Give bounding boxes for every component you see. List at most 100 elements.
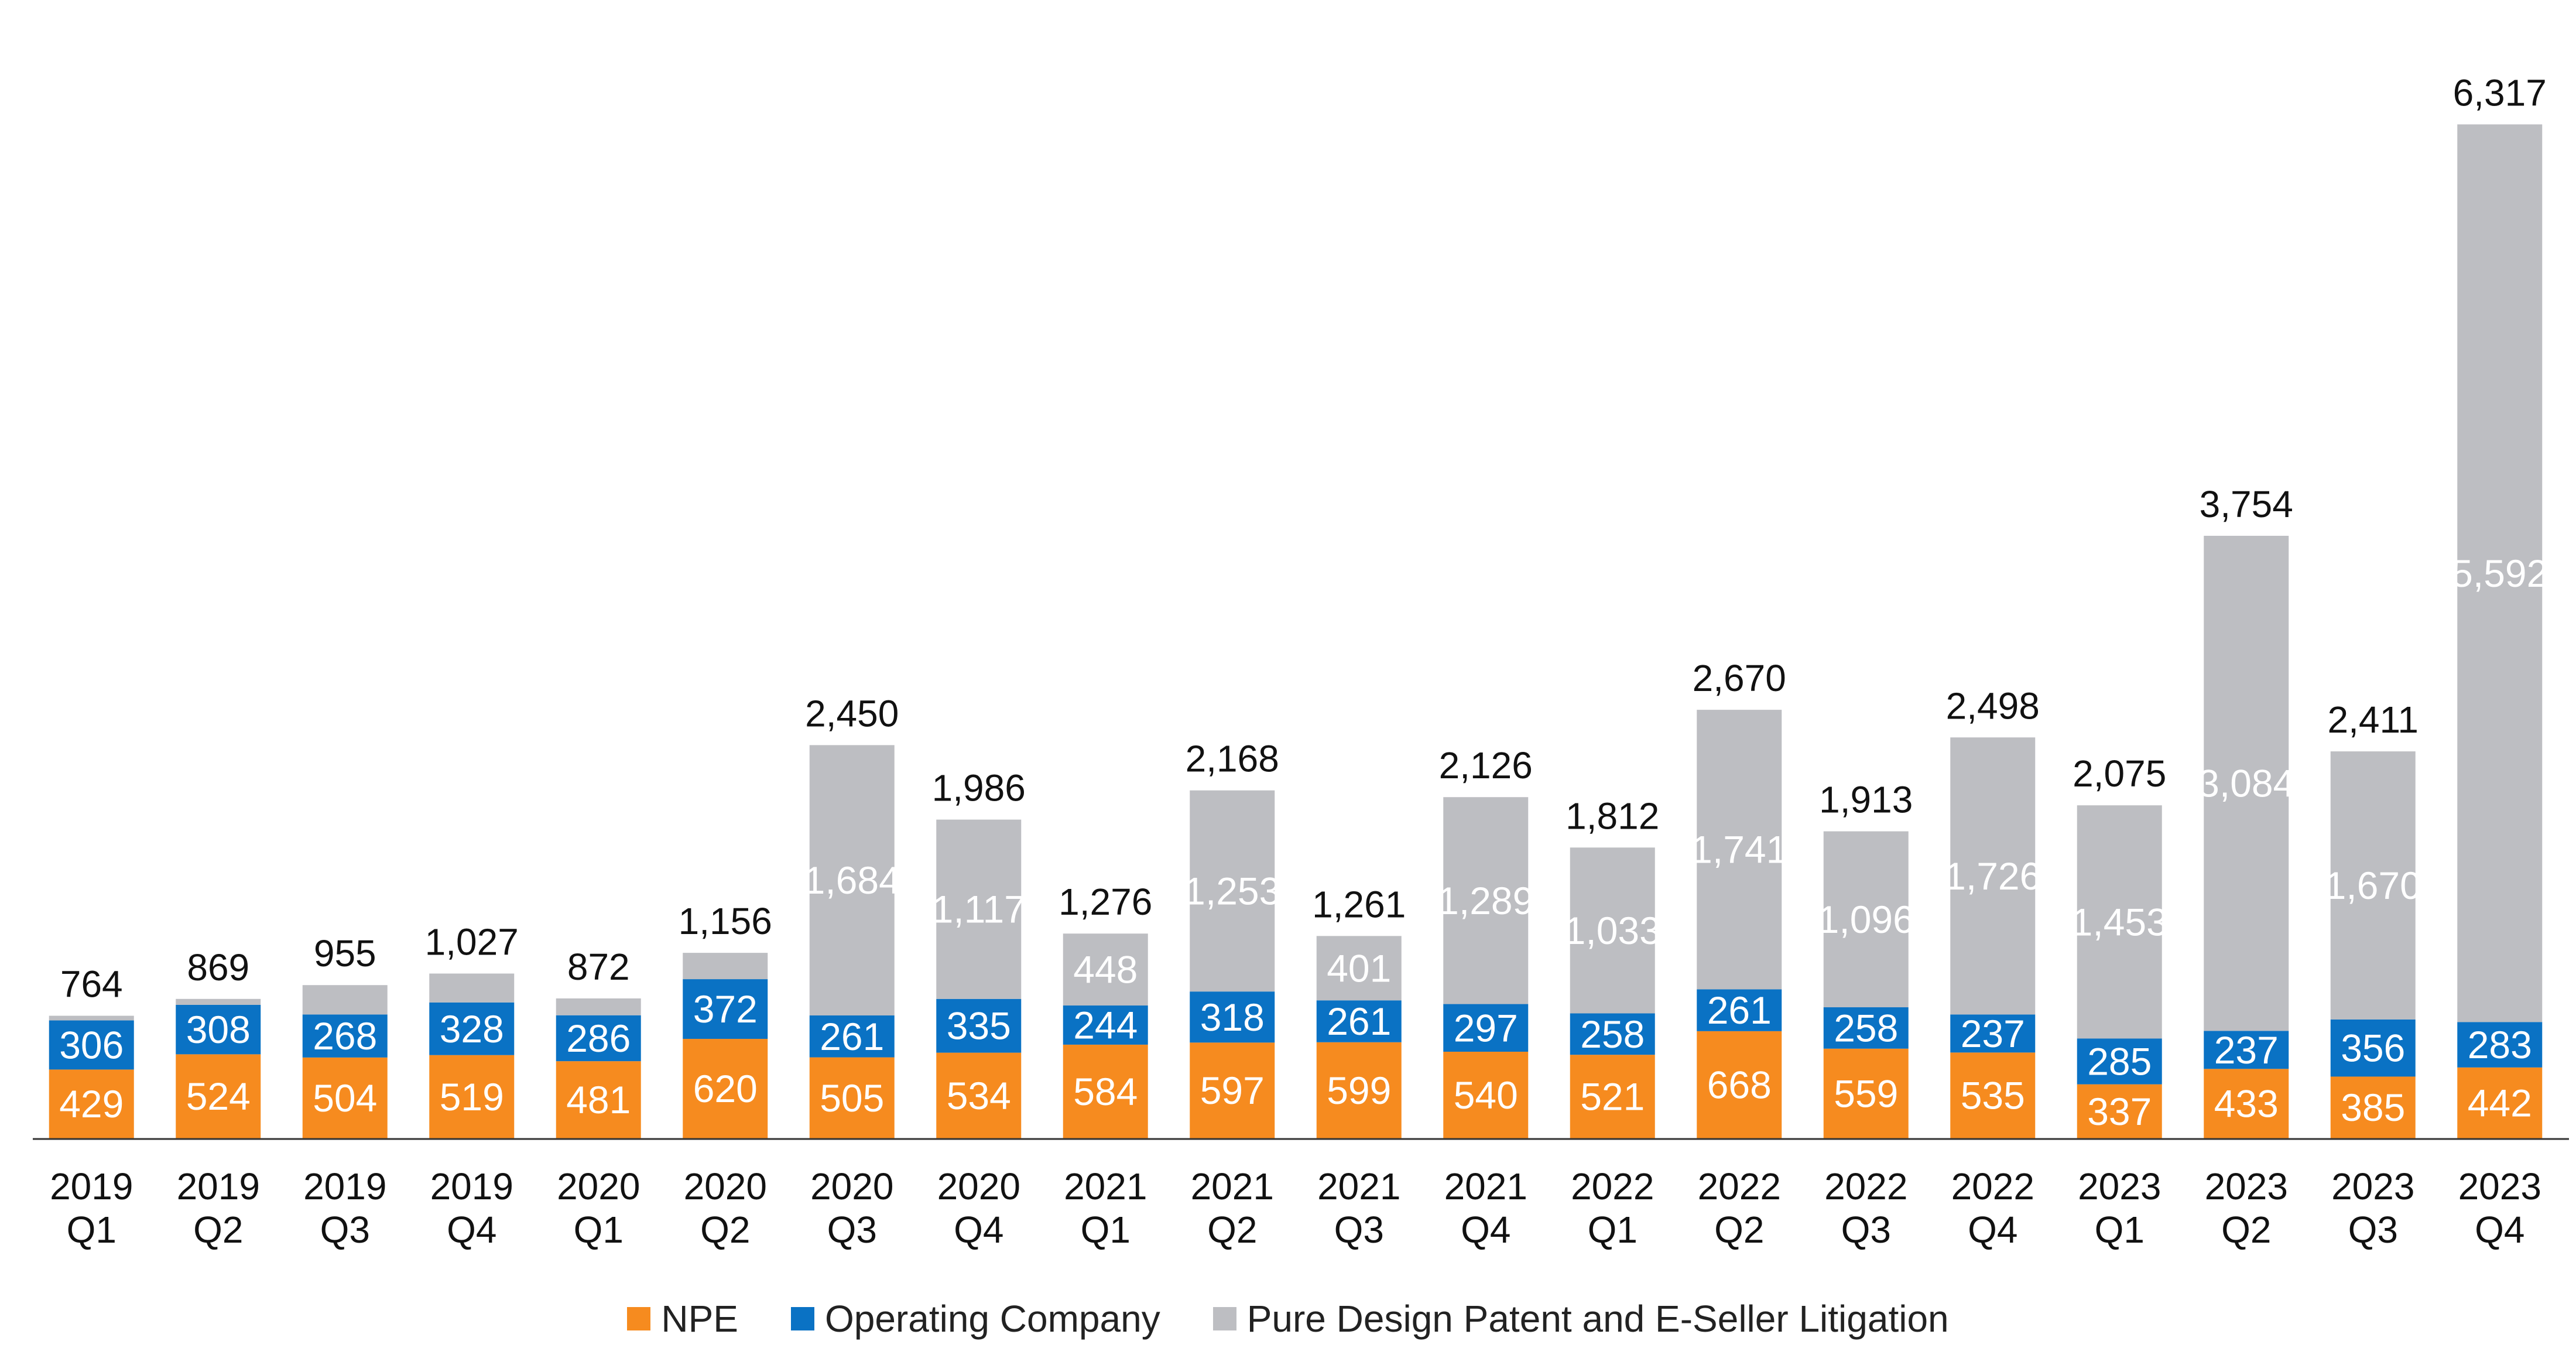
x-tick-quarter: Q1	[2095, 1209, 2145, 1251]
total-value-label: 1,027	[425, 921, 519, 963]
segment-value-label: 261	[820, 1015, 884, 1058]
segment-value-label: 356	[2341, 1027, 2405, 1070]
x-tick-year: 2023	[2078, 1165, 2161, 1208]
segment-value-label: 237	[1961, 1012, 2025, 1055]
total-value-label: 2,450	[805, 692, 899, 734]
segment-value-label: 385	[2341, 1086, 2405, 1129]
segment-value-label: 261	[1327, 1000, 1391, 1043]
segment-value-label: 268	[313, 1014, 377, 1058]
segment-value-label: 1,096	[1818, 898, 1914, 941]
segment-value-label: 534	[947, 1074, 1011, 1117]
x-tick-year: 2022	[1824, 1165, 1907, 1208]
segment-value-label: 521	[1580, 1075, 1645, 1118]
segment-value-label: 505	[820, 1076, 884, 1120]
x-tick-quarter: Q1	[1081, 1209, 1131, 1251]
x-tick-year: 2021	[1191, 1165, 1274, 1208]
x-tick-year: 2021	[1064, 1165, 1147, 1208]
total-value-label: 2,168	[1186, 738, 1279, 780]
segment-value-label: 237	[2214, 1028, 2279, 1072]
segment-value-label: 1,253	[1184, 869, 1280, 912]
bar-segment-pure-design-patent-and-e-seller-litigation	[429, 973, 514, 1002]
x-tick-quarter: Q3	[827, 1209, 877, 1251]
x-tick-year: 2021	[1444, 1165, 1527, 1208]
x-tick-quarter: Q4	[1968, 1209, 2017, 1251]
segment-value-label: 481	[566, 1078, 631, 1121]
segment-value-label: 328	[440, 1007, 504, 1051]
x-tick-quarter: Q1	[67, 1209, 117, 1251]
segment-value-label: 244	[1073, 1003, 1138, 1046]
segment-value-label: 433	[2214, 1082, 2279, 1126]
segment-value-label: 283	[2468, 1023, 2532, 1066]
total-value-label: 1,276	[1059, 881, 1152, 923]
legend-swatch-npe	[627, 1307, 650, 1330]
x-tick-year: 2020	[937, 1165, 1020, 1208]
segment-value-label: 504	[313, 1076, 377, 1120]
segment-value-label: 1,289	[1437, 879, 1534, 922]
x-tick-quarter: Q1	[574, 1209, 624, 1251]
total-value-label: 1,986	[932, 767, 1026, 809]
legend-item-npe: NPE	[627, 1297, 738, 1340]
segment-value-label: 1,670	[2325, 864, 2421, 907]
x-tick-quarter: Q4	[1461, 1209, 1510, 1251]
total-value-label: 1,913	[1819, 779, 1913, 821]
x-tick-year: 2019	[50, 1165, 133, 1208]
bar-segment-pure-design-patent-and-e-seller-litigation	[303, 985, 388, 1014]
legend-swatch-pure-design	[1213, 1307, 1236, 1330]
total-value-label: 2,670	[1693, 657, 1786, 699]
x-tick-quarter: Q2	[2221, 1209, 2271, 1251]
total-value-label: 2,126	[1439, 744, 1533, 786]
legend-label-operating-company: Operating Company	[825, 1297, 1160, 1340]
segment-value-label: 597	[1200, 1069, 1265, 1112]
segment-value-label: 559	[1834, 1072, 1898, 1115]
segment-value-label: 668	[1707, 1063, 1772, 1106]
total-value-label: 6,317	[2453, 71, 2547, 114]
x-tick-year: 2019	[177, 1165, 260, 1208]
x-tick-quarter: Q3	[2348, 1209, 2398, 1251]
x-tick-year: 2022	[1571, 1165, 1654, 1208]
legend-label-pure-design: Pure Design Patent and E-Seller Litigati…	[1247, 1297, 1949, 1340]
legend-item-operating-company: Operating Company	[791, 1297, 1160, 1340]
segment-value-label: 286	[566, 1017, 631, 1060]
segment-value-label: 1,684	[804, 858, 900, 902]
total-value-label: 2,075	[2073, 752, 2166, 795]
segment-value-label: 620	[693, 1067, 758, 1110]
segment-value-label: 1,453	[2071, 900, 2168, 943]
x-tick-year: 2021	[1317, 1165, 1400, 1208]
bar-segment-pure-design-patent-and-e-seller-litigation	[556, 998, 641, 1015]
x-tick-quarter: Q1	[1588, 1209, 1638, 1251]
segment-value-label: 306	[59, 1023, 124, 1066]
total-value-label: 2,411	[2328, 699, 2419, 741]
total-value-label: 955	[314, 932, 376, 974]
segment-value-label: 372	[693, 987, 758, 1031]
x-tick-year: 2019	[430, 1165, 513, 1208]
x-tick-year: 2022	[1951, 1165, 2034, 1208]
total-value-label: 869	[187, 946, 249, 988]
segment-value-label: 258	[1834, 1006, 1898, 1049]
x-tick-year: 2022	[1698, 1165, 1781, 1208]
segment-value-label: 519	[440, 1075, 504, 1118]
x-tick-year: 2019	[303, 1165, 386, 1208]
x-tick-year: 2020	[684, 1165, 767, 1208]
x-tick-year: 2020	[557, 1165, 640, 1208]
segment-value-label: 337	[2087, 1090, 2152, 1133]
segment-value-label: 3,084	[2198, 762, 2294, 805]
bar-segment-pure-design-patent-and-e-seller-litigation	[49, 1016, 134, 1021]
segment-value-label: 261	[1707, 988, 1772, 1032]
segment-value-label: 535	[1961, 1074, 2025, 1117]
total-value-label: 872	[567, 946, 630, 988]
x-tick-quarter: Q3	[1334, 1209, 1384, 1251]
total-value-label: 1,261	[1312, 883, 1406, 925]
segment-value-label: 429	[59, 1082, 124, 1126]
segment-value-label: 318	[1200, 996, 1265, 1039]
x-tick-year: 2023	[2331, 1165, 2414, 1208]
total-value-label: 2,498	[1946, 685, 2040, 727]
total-value-label: 3,754	[2200, 483, 2293, 525]
bar-segment-pure-design-patent-and-e-seller-litigation	[176, 999, 261, 1005]
x-tick-quarter: Q4	[447, 1209, 496, 1251]
segment-value-label: 1,117	[932, 888, 1026, 931]
x-tick-quarter: Q4	[954, 1209, 1003, 1251]
segment-value-label: 285	[2087, 1040, 2152, 1083]
segment-value-label: 1,741	[1691, 828, 1787, 871]
x-tick-year: 2023	[2458, 1165, 2541, 1208]
